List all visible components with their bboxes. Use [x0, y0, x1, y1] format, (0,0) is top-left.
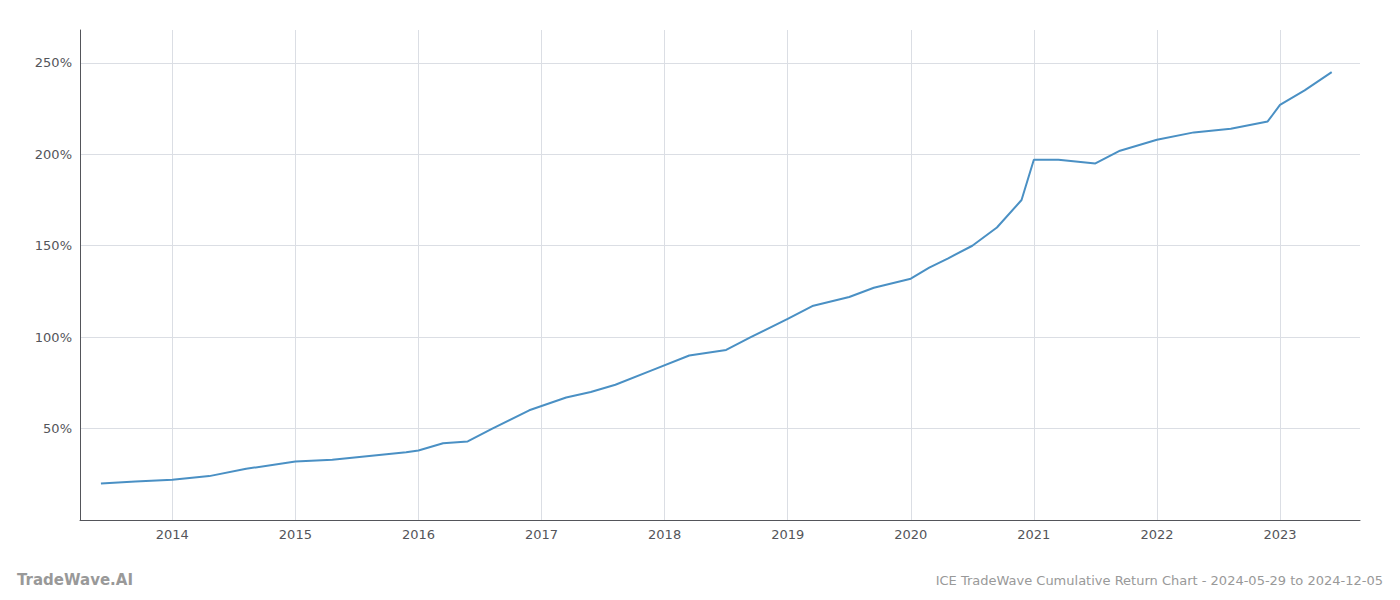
svg-text:2017: 2017: [525, 527, 558, 542]
svg-text:TradeWave.AI: TradeWave.AI: [17, 571, 133, 589]
svg-text:100%: 100%: [35, 330, 72, 345]
svg-text:150%: 150%: [35, 238, 72, 253]
svg-text:2018: 2018: [648, 527, 681, 542]
svg-text:2015: 2015: [279, 527, 312, 542]
svg-text:250%: 250%: [35, 55, 72, 70]
svg-text:ICE TradeWave Cumulative Retur: ICE TradeWave Cumulative Return Chart - …: [936, 573, 1383, 588]
svg-text:2016: 2016: [402, 527, 435, 542]
svg-text:2019: 2019: [771, 527, 804, 542]
svg-text:2020: 2020: [894, 527, 927, 542]
svg-text:2021: 2021: [1017, 527, 1050, 542]
svg-text:2022: 2022: [1140, 527, 1173, 542]
svg-text:2014: 2014: [156, 527, 189, 542]
svg-text:2023: 2023: [1263, 527, 1296, 542]
svg-text:200%: 200%: [35, 147, 72, 162]
svg-text:50%: 50%: [43, 421, 72, 436]
